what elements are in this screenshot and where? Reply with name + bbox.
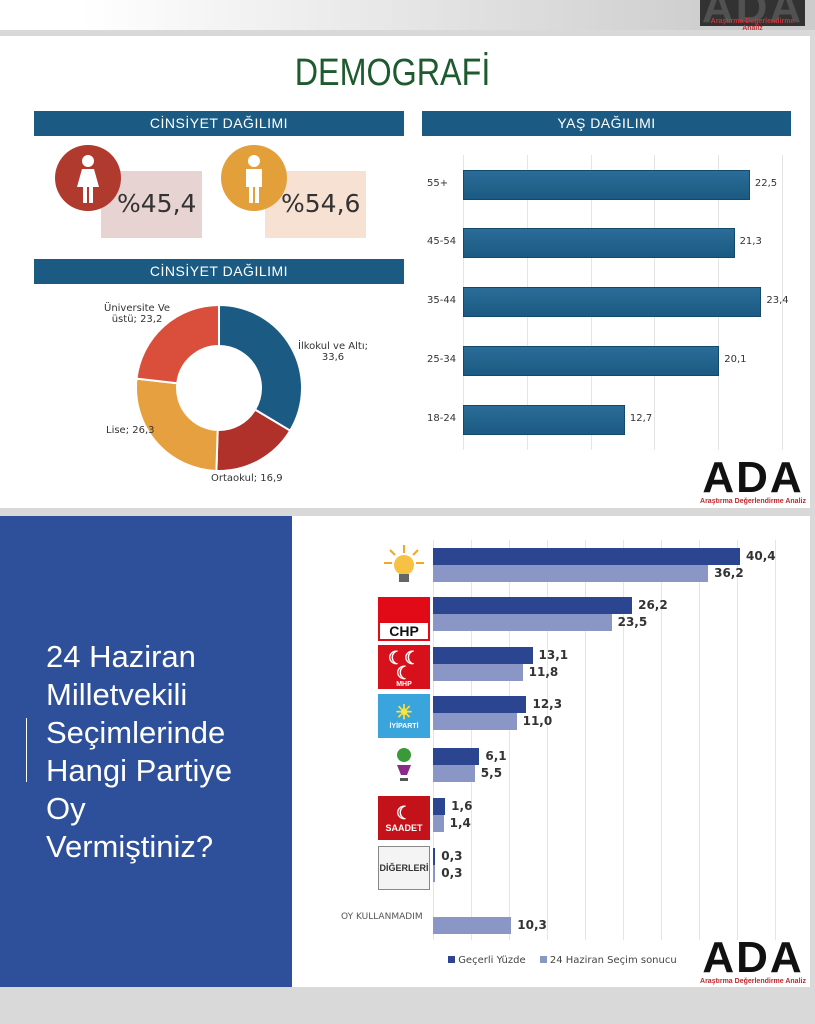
slice-label-universite: Üniversite Ve üstü; 23,2 [104,303,171,325]
age-value-label: 22,5 [754,178,778,189]
slice-label-ilkokul: İlkokul ve Altı; 33,6 [298,341,368,363]
party-chart-panel [292,516,810,987]
party-value-label: 10,3 [517,918,547,932]
party-bar [433,713,517,730]
age-value-label: 12,7 [629,413,653,424]
age-bar [463,170,750,200]
age-bar [463,287,762,317]
party-value-label: 11,8 [528,665,559,679]
hdp-logo-icon [378,743,430,787]
akp-logo-icon [378,543,430,587]
party-value-label: 40,4 [746,549,776,563]
iyi-logo-icon: ☀ İYİPARTİ [378,694,430,738]
mhp-logo-icon: ☾☾ ☾ MHP [378,645,430,689]
donut-slice [218,303,303,433]
legend-item: 24 Haziran Seçim sonucu [539,955,677,966]
education-donut-chart [135,303,303,472]
age-category-label: 25-34 [427,354,457,365]
party-bar [433,614,612,631]
divider [26,718,27,782]
party-value-label: 13,1 [538,648,569,662]
slice-label-lise: Lise; 26,3 [106,425,155,436]
chp-logo-icon: CHP [378,597,430,641]
gridline [471,540,472,940]
party-bar [433,664,523,681]
gridline [661,540,662,940]
party-bar [433,597,633,614]
party-value-label: 36,2 [714,566,744,580]
page-title: DEMOGRAFİ [294,52,491,94]
education-header: CİNSİYET DAĞILIMI [34,259,404,284]
male-icon [221,145,287,211]
gridline [623,540,624,940]
party-value-label: 5,5 [480,766,503,780]
age-category-label: 55+ [427,178,449,189]
gridline [775,540,776,940]
party-bar [433,865,436,882]
age-category-label: 18-24 [427,413,457,424]
age-value-label: 20,1 [724,354,747,365]
legend-item: Geçerli Yüzde [448,955,526,966]
age-bar [463,346,720,376]
party-bar [433,647,533,664]
party-bar [433,848,436,865]
question-text: 24 Haziran Milletvekili Seçimlerinde Hangi … [46,639,233,864]
party-bar [433,548,741,565]
party-bar [433,815,444,832]
gridline [737,540,738,940]
top-banner [0,0,815,30]
gender-header: CİNSİYET DAĞILIMI [34,111,404,136]
age-bar [463,228,735,258]
party-value-label: 11,0 [522,714,553,728]
age-bar [463,405,625,435]
party-value-label: 0,3 [441,866,463,880]
ada-logo-top: ADA Araştırma Değerlendirme Analiz [700,0,805,32]
gridline [547,540,548,940]
gridline [585,540,586,940]
party-bar [433,748,480,765]
slice-label-ortaokul: Ortaokul; 16,9 [211,473,283,484]
legend: Geçerli Yüzde 24 Haziran Seçim sonucu [448,955,677,966]
party-bar [433,798,446,815]
female-icon [55,145,121,211]
others-logo-icon: DİĞERLERİ [378,846,430,890]
party-value-label: 12,3 [532,697,563,711]
party-value-label: 23,5 [617,615,648,629]
party-bar [433,765,475,782]
donut-slice [135,377,219,472]
party-value-label: 1,4 [449,816,471,830]
party-value-label: 26,2 [638,598,668,612]
age-value-label: 23,4 [766,295,789,306]
gridline [699,540,700,940]
age-header: YAŞ DAĞILIMI [422,111,791,136]
age-category-label: 45-54 [427,236,457,247]
donut-slice [135,303,220,385]
party-value-label: 6,1 [485,749,507,763]
male-percent: %54,6 [265,171,366,238]
age-category-label: 35-44 [427,295,457,306]
party-value-label: 1,6 [451,799,473,813]
ada-logo: ADA Araştırma Değerlendirme Analiz [700,453,806,506]
party-value-label: 0,3 [441,849,463,863]
gridline [509,540,510,940]
question-panel [0,516,292,987]
party-bar [433,696,527,713]
party-bar [433,565,709,582]
ada-logo-bottom: ADA Araştırma Değerlendirme Analiz [700,933,806,986]
saadet-logo-icon: ☾ SAADET [378,796,430,840]
gridline [433,540,434,940]
no-vote-label: OY KULLANMADIM [341,912,423,922]
age-value-label: 21,3 [739,236,762,247]
gridline [781,155,783,450]
party-bar [433,917,512,934]
